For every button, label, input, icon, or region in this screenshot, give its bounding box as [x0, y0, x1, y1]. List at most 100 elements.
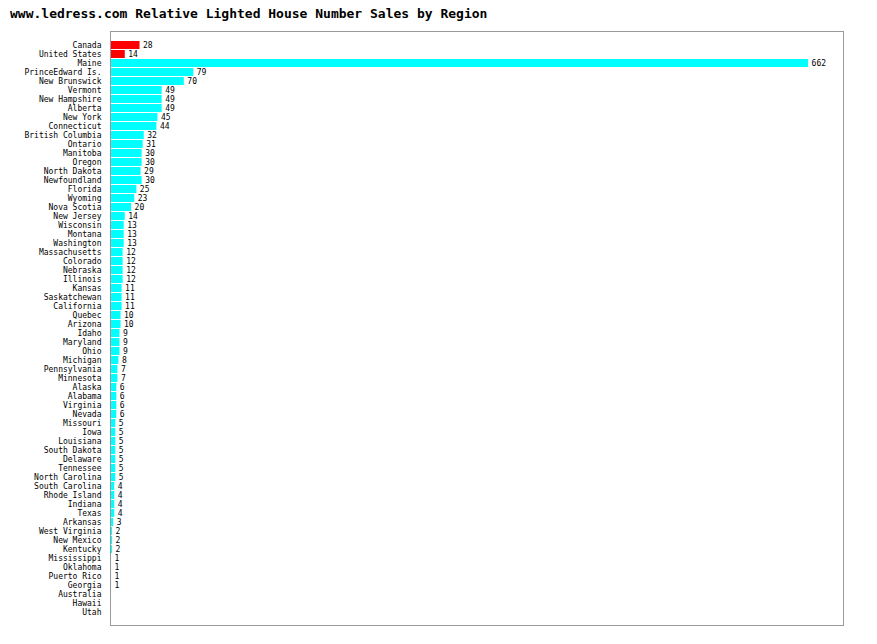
svg-text:1: 1 [115, 581, 120, 590]
svg-text:Mississippi: Mississippi [49, 554, 102, 563]
svg-text:Texas: Texas [77, 509, 101, 518]
svg-text:Alberta: Alberta [68, 104, 102, 113]
svg-text:10: 10 [124, 320, 134, 329]
svg-text:Nevada: Nevada [73, 410, 102, 419]
svg-text:Alaska: Alaska [73, 383, 102, 392]
svg-text:Manitoba: Manitoba [63, 149, 102, 158]
svg-text:Pennsylvania: Pennsylvania [44, 365, 102, 374]
svg-text:Louisiana: Louisiana [58, 437, 102, 446]
svg-text:Idaho: Idaho [77, 329, 101, 338]
svg-text:Rhode Island: Rhode Island [44, 491, 102, 500]
svg-text:PrinceEdward Is.: PrinceEdward Is. [24, 68, 101, 77]
svg-text:30: 30 [145, 176, 155, 185]
svg-text:79: 79 [197, 68, 207, 77]
svg-text:5: 5 [119, 455, 124, 464]
svg-text:Nova Scotia: Nova Scotia [49, 203, 102, 212]
svg-text:23: 23 [138, 194, 148, 203]
svg-text:49: 49 [165, 86, 175, 95]
svg-text:5: 5 [119, 419, 124, 428]
svg-text:2: 2 [116, 545, 121, 554]
svg-text:20: 20 [135, 203, 145, 212]
svg-text:1: 1 [115, 554, 120, 563]
svg-text:30: 30 [145, 158, 155, 167]
svg-text:Quebec: Quebec [73, 311, 102, 320]
svg-text:Virginia: Virginia [63, 401, 102, 410]
svg-text:11: 11 [125, 302, 135, 311]
svg-text:29: 29 [144, 167, 154, 176]
svg-text:70: 70 [187, 77, 197, 86]
svg-text:5: 5 [119, 437, 124, 446]
svg-text:Nebraska: Nebraska [63, 266, 102, 275]
svg-text:1: 1 [115, 563, 120, 572]
svg-text:11: 11 [125, 293, 135, 302]
svg-text:49: 49 [165, 95, 175, 104]
svg-text:Puerto Rico: Puerto Rico [49, 572, 102, 581]
svg-text:New Jersey: New Jersey [53, 212, 101, 221]
svg-text:Arizona: Arizona [68, 320, 102, 329]
svg-text:Utah: Utah [82, 608, 101, 617]
svg-text:4: 4 [118, 482, 123, 491]
svg-text:Canada: Canada [73, 41, 102, 50]
svg-text:6: 6 [120, 383, 125, 392]
svg-text:Iowa: Iowa [82, 428, 101, 437]
svg-text:6: 6 [120, 392, 125, 401]
svg-text:12: 12 [126, 275, 136, 284]
svg-text:Arkansas: Arkansas [63, 518, 102, 527]
svg-text:Ontario: Ontario [68, 140, 102, 149]
svg-text:5: 5 [119, 464, 124, 473]
svg-text:Missouri: Missouri [63, 419, 102, 428]
svg-text:31: 31 [146, 140, 156, 149]
svg-text:9: 9 [123, 329, 128, 338]
svg-text:Kentucky: Kentucky [63, 545, 102, 554]
svg-text:Georgia: Georgia [68, 581, 102, 590]
svg-text:6: 6 [120, 401, 125, 410]
svg-text:Newfoundland: Newfoundland [44, 176, 102, 185]
svg-text:9: 9 [123, 338, 128, 347]
svg-text:13: 13 [127, 239, 137, 248]
svg-text:Saskatchewan: Saskatchewan [44, 293, 102, 302]
svg-text:12: 12 [126, 257, 136, 266]
svg-text:1: 1 [115, 572, 120, 581]
svg-text:New York: New York [63, 113, 102, 122]
svg-text:Florida: Florida [68, 185, 102, 194]
svg-text:Wyoming: Wyoming [68, 194, 102, 203]
svg-text:South Carolina: South Carolina [34, 482, 102, 491]
svg-text:6: 6 [120, 410, 125, 419]
svg-text:West Virginia: West Virginia [39, 527, 102, 536]
svg-text:44: 44 [160, 122, 170, 131]
svg-text:Maryland: Maryland [63, 338, 102, 347]
svg-text:California: California [53, 302, 101, 311]
svg-text:Minnesota: Minnesota [58, 374, 102, 383]
svg-text:Kansas: Kansas [73, 284, 102, 293]
svg-text:25: 25 [140, 185, 150, 194]
svg-text:12: 12 [126, 266, 136, 275]
svg-text:New Mexico: New Mexico [53, 536, 101, 545]
svg-text:Wisconsin: Wisconsin [58, 221, 102, 230]
svg-text:12: 12 [126, 248, 136, 257]
svg-text:2: 2 [116, 536, 121, 545]
svg-text:Hawaii: Hawaii [73, 599, 102, 608]
svg-text:Delaware: Delaware [63, 455, 102, 464]
svg-text:45: 45 [161, 113, 171, 122]
svg-text:Oklahoma: Oklahoma [63, 563, 102, 572]
svg-text:662: 662 [812, 59, 827, 68]
svg-text:7: 7 [121, 365, 126, 374]
svg-text:New Hampshire: New Hampshire [39, 95, 102, 104]
svg-text:28: 28 [143, 41, 153, 50]
svg-text:13: 13 [127, 230, 137, 239]
svg-text:4: 4 [118, 509, 123, 518]
svg-text:49: 49 [165, 104, 175, 113]
svg-text:Montana: Montana [68, 230, 102, 239]
svg-text:Oregon: Oregon [73, 158, 102, 167]
svg-text:3: 3 [117, 518, 122, 527]
svg-text:Washington: Washington [53, 239, 101, 248]
svg-text:11: 11 [125, 284, 135, 293]
svg-text:North Dakota: North Dakota [44, 167, 102, 176]
svg-text:Illinois: Illinois [63, 275, 102, 284]
svg-text:Vermont: Vermont [68, 86, 102, 95]
svg-text:2: 2 [116, 527, 121, 536]
svg-text:14: 14 [128, 50, 138, 59]
svg-text:9: 9 [123, 347, 128, 356]
svg-text:4: 4 [118, 500, 123, 509]
svg-text:Australia: Australia [58, 590, 102, 599]
